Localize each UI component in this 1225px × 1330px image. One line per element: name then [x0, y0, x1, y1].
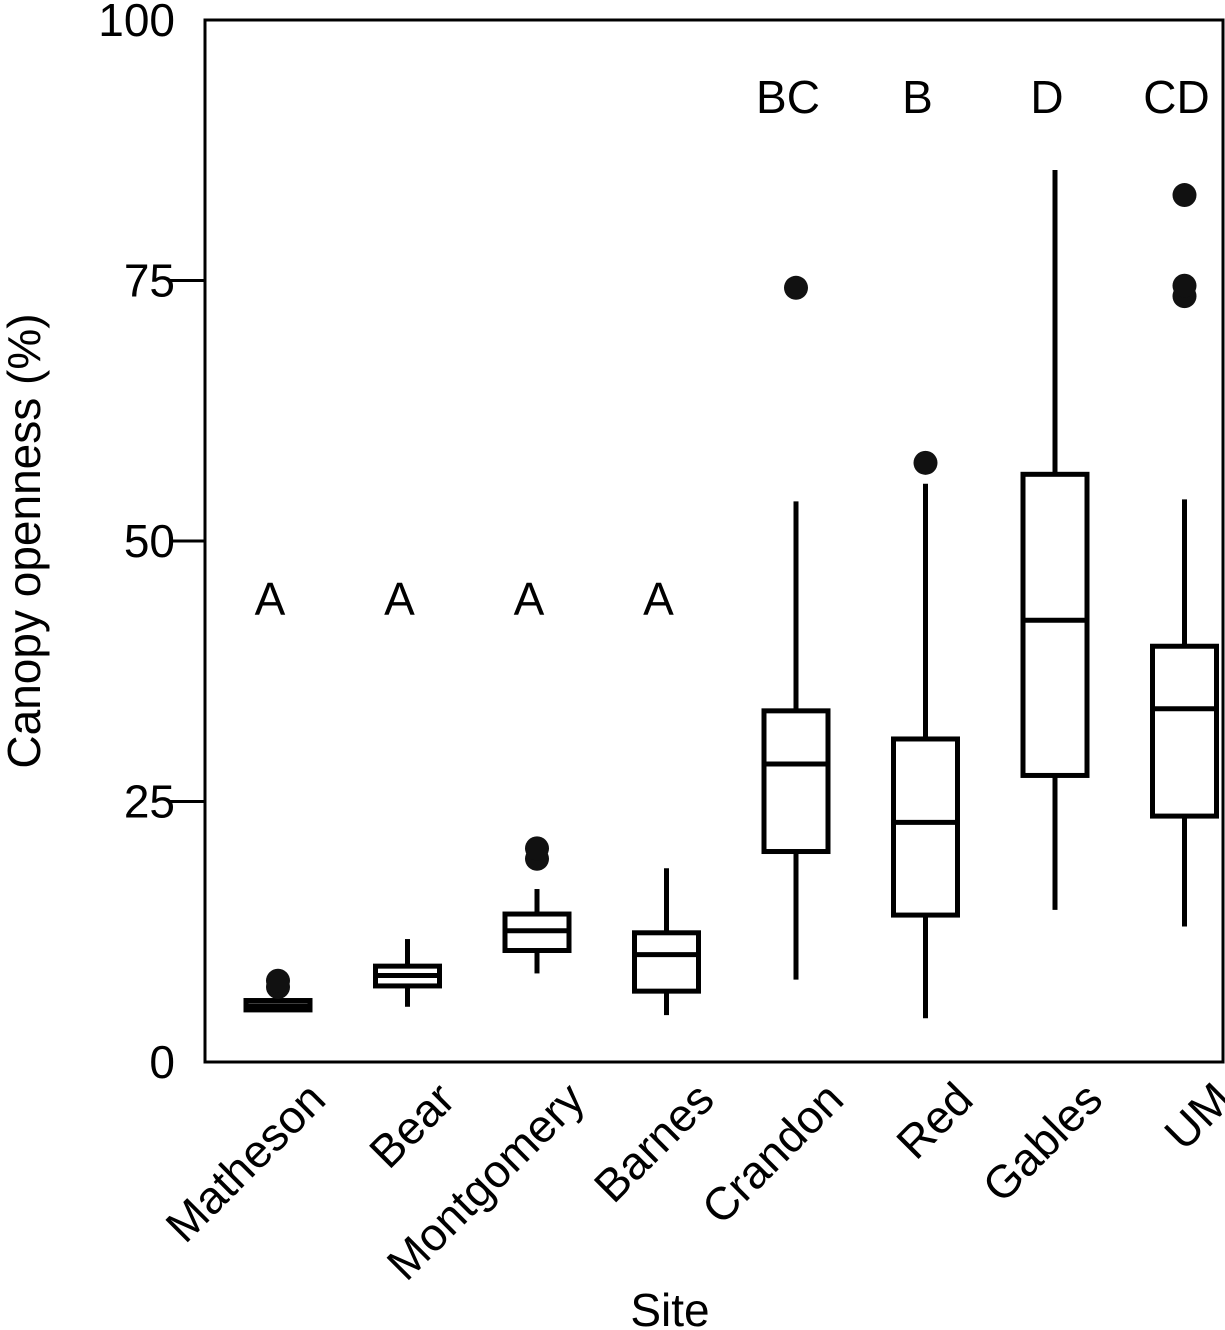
group-letter: B [902, 71, 933, 123]
group-letter: A [384, 573, 415, 625]
y-tick-label: 0 [149, 1036, 175, 1088]
y-tick-label: 100 [98, 0, 175, 46]
x-category-label: Crandon [692, 1072, 854, 1234]
iqr-box [1150, 643, 1219, 819]
box-crandon: BC [756, 71, 831, 980]
outlier-point [266, 968, 290, 993]
boxes: A A A A BC B D CD [243, 71, 1219, 1019]
iqr-box [1020, 471, 1090, 778]
box-montgomery: A [502, 573, 572, 974]
group-letter: A [643, 573, 674, 625]
y-axis: 0 25 50 75 100 [98, 0, 205, 1088]
x-category-label: Bear [359, 1072, 464, 1177]
outlier-point [1172, 183, 1197, 208]
y-axis-title: Canopy openness (%) [0, 313, 50, 768]
outlier-point [784, 275, 808, 300]
y-tick-label: 75 [124, 255, 175, 307]
outlier-point [913, 450, 938, 475]
x-category-label: Gables [972, 1072, 1112, 1212]
box-red: B [891, 71, 960, 1019]
y-tick-label: 50 [124, 515, 175, 567]
box-gables: D [1020, 71, 1090, 910]
group-letter: A [514, 573, 545, 625]
iqr-box [632, 930, 701, 994]
group-letter: BC [756, 71, 820, 123]
group-letter: A [255, 573, 286, 625]
x-category-label: Matheson [155, 1072, 335, 1252]
outlier-point [1172, 273, 1197, 298]
group-letter: D [1030, 71, 1063, 123]
x-axis-title: Site [630, 1284, 709, 1330]
x-category-label: UM [1154, 1072, 1225, 1159]
iqr-box [761, 708, 831, 855]
iqr-box [891, 736, 960, 918]
box-um: CD [1143, 71, 1219, 927]
box-matheson: A [243, 573, 313, 1013]
x-category-label: Red [886, 1072, 982, 1168]
outlier-point [525, 836, 549, 861]
y-tick-label: 25 [124, 776, 175, 828]
group-letter: CD [1143, 71, 1209, 123]
box-barnes: A [632, 573, 701, 1016]
box-bear: A [373, 573, 442, 1007]
